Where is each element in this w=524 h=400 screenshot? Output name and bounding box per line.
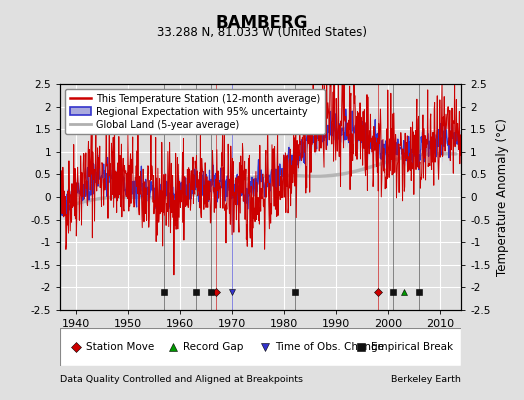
Text: Data Quality Controlled and Aligned at Breakpoints: Data Quality Controlled and Aligned at B… xyxy=(60,375,303,384)
Text: Time of Obs. Change: Time of Obs. Change xyxy=(275,342,384,352)
Legend: This Temperature Station (12-month average), Regional Expectation with 95% uncer: This Temperature Station (12-month avera… xyxy=(65,89,325,134)
Text: Berkeley Earth: Berkeley Earth xyxy=(391,375,461,384)
Y-axis label: Temperature Anomaly (°C): Temperature Anomaly (°C) xyxy=(496,118,509,276)
Text: BAMBERG: BAMBERG xyxy=(216,14,308,32)
Text: Station Move: Station Move xyxy=(86,342,155,352)
Text: 33.288 N, 81.033 W (United States): 33.288 N, 81.033 W (United States) xyxy=(157,26,367,39)
Text: Record Gap: Record Gap xyxy=(182,342,243,352)
Text: Empirical Break: Empirical Break xyxy=(371,342,453,352)
FancyBboxPatch shape xyxy=(60,328,461,366)
